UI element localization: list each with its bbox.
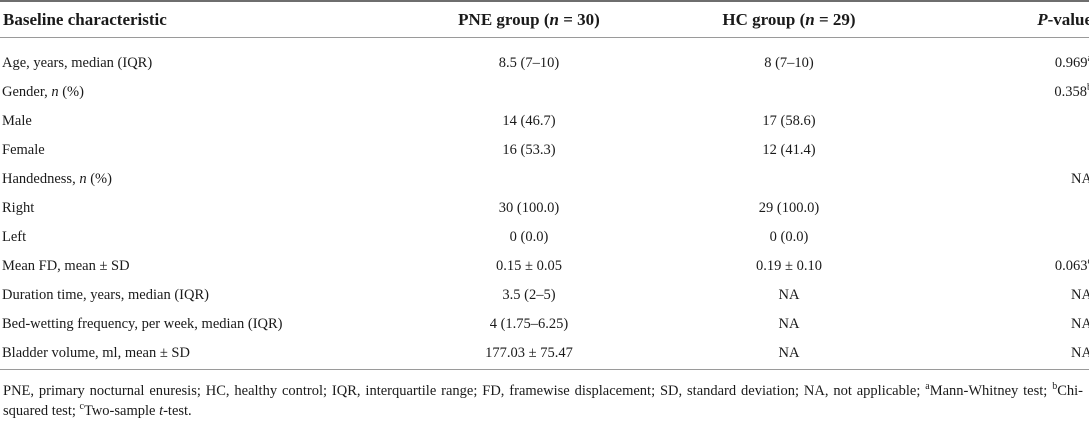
row-label: Right xyxy=(2,200,35,216)
baseline-characteristics-table: Baseline characteristic PNE group (n = 3… xyxy=(0,2,1089,368)
header-rule xyxy=(0,37,1089,38)
table-row-age: Age, years, median (IQR) 8.5 (7–10) 8 (7… xyxy=(0,37,1089,78)
table-row-bladder-volume: Bladder volume, ml, mean ± SD 177.03 ± 7… xyxy=(0,339,1089,368)
table-row-duration-time: Duration time, years, median (IQR) 3.5 (… xyxy=(0,281,1089,310)
row-label: Bladder volume, ml, mean ± SD xyxy=(2,345,190,361)
bottom-rule xyxy=(0,369,1089,370)
table-row-mean-fd: Mean FD, mean ± SD 0.15 ± 0.05 0.19 ± 0.… xyxy=(0,252,1089,281)
hc-value xyxy=(659,78,919,107)
header-row: Baseline characteristic PNE group (n = 3… xyxy=(0,2,1089,37)
hc-value: 29 (100.0) xyxy=(758,200,820,216)
row-label: Duration time, years, median (IQR) xyxy=(2,287,209,303)
pne-value: 3.5 (2–5) xyxy=(502,287,556,303)
pne-value: 0.15 ± 0.05 xyxy=(496,258,562,274)
header-p-value: P-value xyxy=(1037,9,1089,29)
p-value: 0.969a xyxy=(1054,54,1089,72)
pne-value: 30 (100.0) xyxy=(498,200,560,216)
p-value: NA xyxy=(1071,316,1089,332)
hc-value: NA xyxy=(778,345,800,361)
p-value xyxy=(919,223,1089,252)
hc-value: NA xyxy=(778,287,800,303)
hc-value: NA xyxy=(778,316,800,332)
row-label: Bed-wetting frequency, per week, median … xyxy=(2,316,283,332)
table-row-gender: Gender, n (%) 0.358b xyxy=(0,78,1089,107)
row-label: Handedness, n (%) xyxy=(2,171,112,187)
row-label: Female xyxy=(2,142,45,158)
pne-value xyxy=(399,165,659,194)
hc-value: 0 (0.0) xyxy=(769,229,809,245)
pne-value: 177.03 ± 75.47 xyxy=(485,345,573,361)
pne-value: 0 (0.0) xyxy=(509,229,549,245)
header-hc-group: HC group (n = 29) xyxy=(722,9,856,29)
table-row-male: Male 14 (46.7) 17 (58.6) xyxy=(0,107,1089,136)
table-row-handedness: Handedness, n (%) NA xyxy=(0,165,1089,194)
hc-value: 0.19 ± 0.10 xyxy=(756,258,822,274)
p-value: 0.358b xyxy=(1054,83,1089,101)
hc-value: 12 (41.4) xyxy=(762,142,816,158)
p-value xyxy=(919,136,1089,165)
pne-value: 14 (46.7) xyxy=(502,113,556,129)
p-value xyxy=(919,107,1089,136)
p-value: NA xyxy=(1071,287,1089,303)
row-label: Gender, n (%) xyxy=(2,84,84,100)
p-value xyxy=(919,194,1089,223)
hc-value: 8 (7–10) xyxy=(764,55,814,71)
top-rule xyxy=(0,0,1089,2)
table-row-female: Female 16 (53.3) 12 (41.4) xyxy=(0,136,1089,165)
pne-value: 8.5 (7–10) xyxy=(498,55,560,71)
pne-value: 4 (1.75–6.25) xyxy=(489,316,569,332)
pne-value: 16 (53.3) xyxy=(502,142,556,158)
hc-value xyxy=(659,165,919,194)
table-row-left: Left 0 (0.0) 0 (0.0) xyxy=(0,223,1089,252)
header-baseline-characteristic: Baseline characteristic xyxy=(3,9,167,29)
row-label: Mean FD, mean ± SD xyxy=(2,258,130,274)
row-label: Male xyxy=(2,113,32,129)
table-footnote: PNE, primary nocturnal enuresis; HC, hea… xyxy=(3,381,1083,420)
table-row-right: Right 30 (100.0) 29 (100.0) xyxy=(0,194,1089,223)
p-value: NA xyxy=(1071,345,1089,361)
hc-value: 17 (58.6) xyxy=(762,113,816,129)
row-label: Age, years, median (IQR) xyxy=(2,55,153,71)
row-label: Left xyxy=(2,229,27,245)
header-pne-group: PNE group (n = 30) xyxy=(458,9,600,29)
pne-value xyxy=(399,78,659,107)
table-row-bed-wetting-frequency: Bed-wetting frequency, per week, median … xyxy=(0,310,1089,339)
p-value: NA xyxy=(1071,171,1089,187)
p-value: 0.063c xyxy=(1054,257,1089,275)
